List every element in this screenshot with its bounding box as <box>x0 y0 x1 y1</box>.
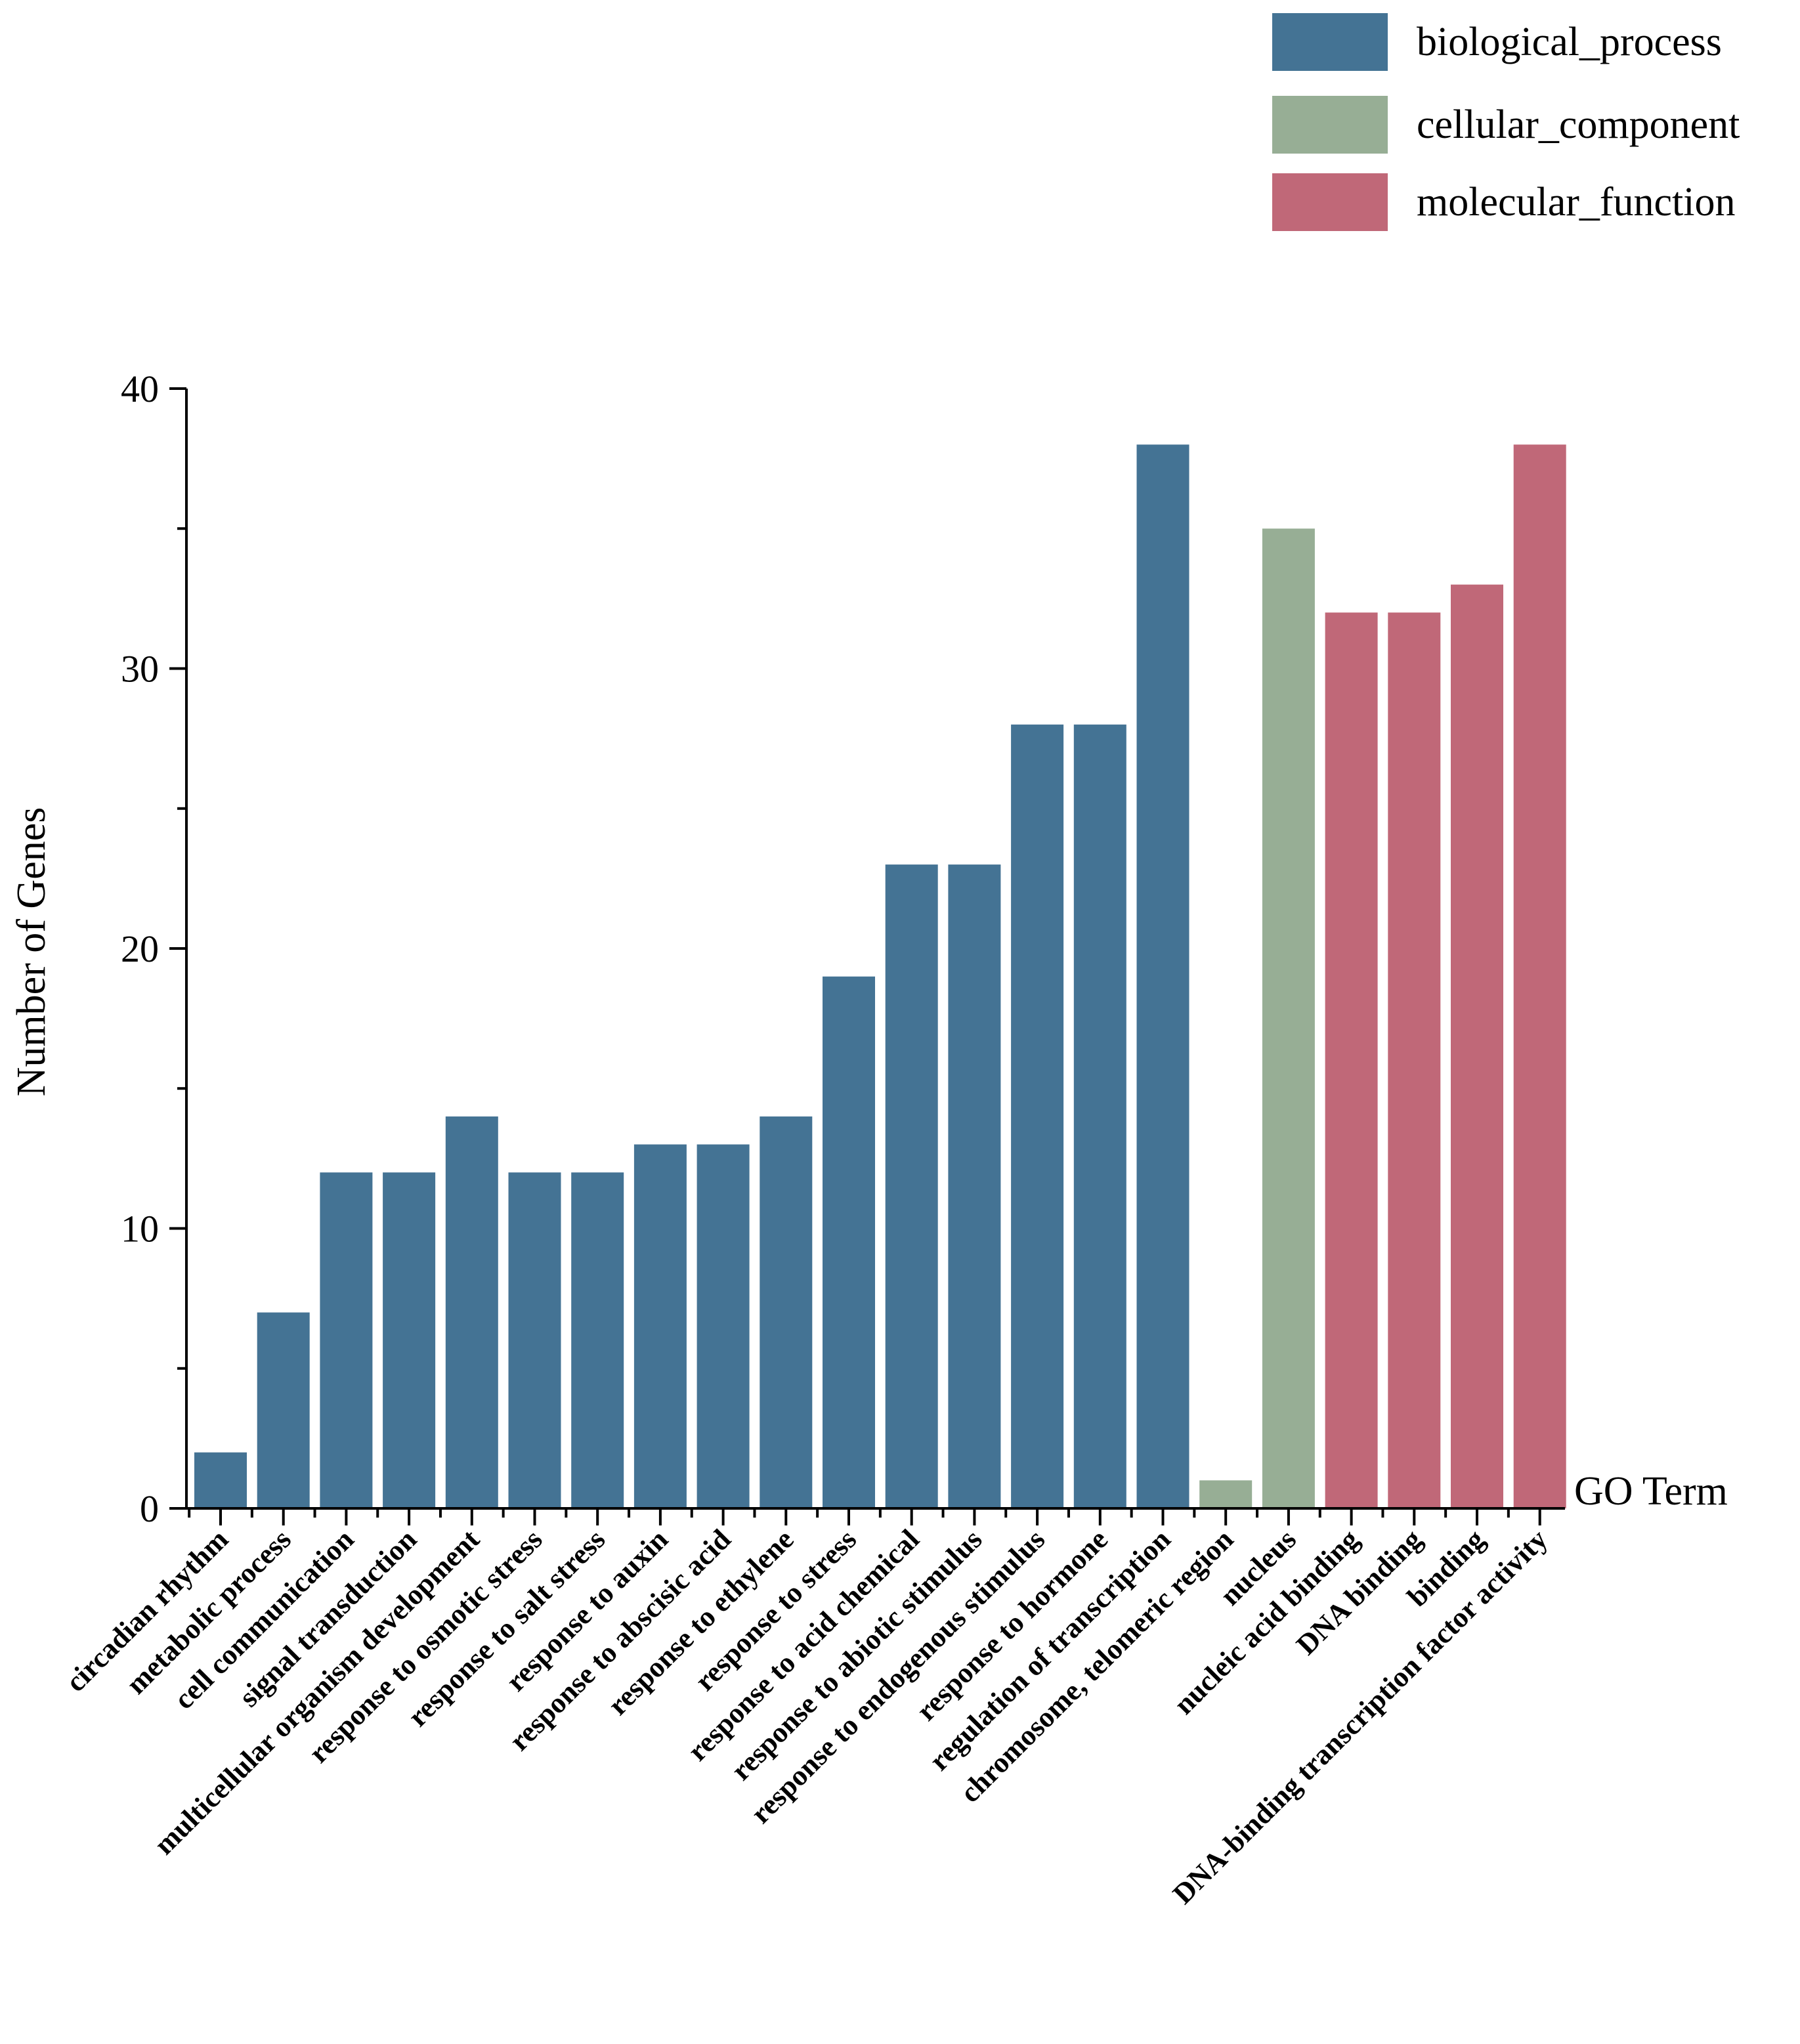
bar-13 <box>1011 724 1064 1508</box>
legend-label-biological_process: biological_process <box>1417 20 1722 64</box>
bar-4 <box>445 1116 498 1508</box>
axes: 0 10 20 30 40 <box>121 368 1565 1530</box>
legend-label-molecular_function: molecular_function <box>1417 180 1736 224</box>
x-axis-title: GO Term <box>1574 1469 1728 1514</box>
bar-12 <box>948 864 1001 1508</box>
bar-0 <box>194 1452 247 1508</box>
y-tick-label: 10 <box>121 1208 159 1250</box>
bar-7 <box>633 1144 687 1508</box>
legend-swatch-molecular_function <box>1272 173 1388 231</box>
bar-3 <box>383 1172 436 1508</box>
y-tick-label: 0 <box>140 1487 159 1530</box>
bar-9 <box>760 1116 813 1508</box>
y-tick-label: 30 <box>121 648 159 691</box>
legend-label-cellular_component: cellular_component <box>1417 102 1740 147</box>
legend-swatch-cellular_component <box>1272 96 1388 154</box>
bar-10 <box>823 976 875 1508</box>
bar-19 <box>1388 612 1441 1509</box>
bar-21 <box>1513 444 1566 1508</box>
y-tick-label: 20 <box>121 927 159 970</box>
legend: biological_process cellular_componentmole… <box>1272 13 1740 231</box>
bar-18 <box>1325 612 1378 1509</box>
y-axis-title: Number of Genes <box>9 807 54 1097</box>
bar-1 <box>257 1312 310 1508</box>
bar-17 <box>1262 528 1315 1509</box>
bar-6 <box>571 1172 624 1508</box>
bar-5 <box>508 1172 561 1508</box>
y-tick-label: 40 <box>121 368 159 410</box>
bar-11 <box>885 864 938 1508</box>
bar-20 <box>1451 584 1503 1508</box>
bar-8 <box>696 1144 750 1508</box>
bar-14 <box>1073 724 1126 1508</box>
bar-2 <box>320 1172 373 1508</box>
legend-swatch-biological_process <box>1272 13 1388 71</box>
bars <box>194 444 1566 1509</box>
bar-16 <box>1199 1480 1253 1508</box>
bar-15 <box>1136 444 1189 1508</box>
